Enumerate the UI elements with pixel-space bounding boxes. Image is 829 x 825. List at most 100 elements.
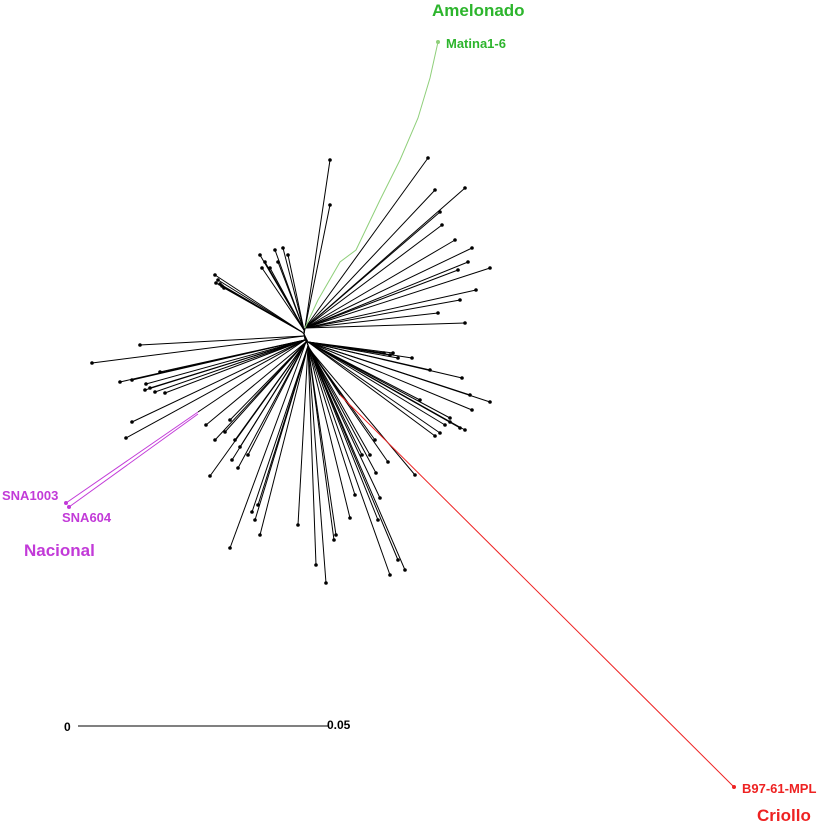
leaf-tip-54 (250, 510, 254, 514)
amelonado-branch (304, 41, 439, 329)
leaf-tip-12 (456, 268, 460, 272)
leaf-tip-37 (158, 370, 162, 374)
leaf-tip-82 (460, 376, 464, 380)
leaf-tip-9 (470, 246, 474, 250)
leaf-tip-70 (388, 573, 392, 577)
leaf-tip-57 (258, 533, 262, 537)
leaf-tip-80 (410, 356, 414, 360)
branch-10 (304, 261, 469, 329)
leaf-tip-45 (223, 430, 227, 434)
leaf-tip-46 (228, 418, 232, 422)
leaf-tip-62 (334, 533, 338, 537)
leaf-tip-15 (436, 311, 440, 315)
branch-16 (304, 322, 466, 329)
branch-32 (139, 335, 305, 346)
sna1003-leaf-label: SNA1003 (2, 488, 58, 503)
branch-23 (277, 261, 305, 331)
branch-41 (131, 339, 306, 423)
matina-leaf-label: Matina1-6 (446, 36, 506, 51)
leaf-tip-88 (438, 431, 442, 435)
branch-66 (307, 345, 371, 456)
branch-43 (205, 341, 307, 426)
leaf-tip-31 (90, 361, 94, 365)
branch-46 (229, 341, 307, 421)
leaf-tip-18 (273, 248, 277, 252)
leaf-tip-60 (324, 581, 328, 585)
branch-37 (159, 339, 306, 373)
sna604-leaf-label: SNA604 (62, 510, 112, 525)
leaf-tip-89 (433, 434, 437, 438)
scale-bar-start-label: 0 (64, 720, 71, 734)
leaf-tip-13 (474, 288, 478, 292)
leaf-tip-92 (463, 428, 467, 432)
branch-15 (304, 312, 439, 329)
branch-1 (304, 159, 331, 329)
branch-22 (269, 267, 305, 331)
leaf-tip-79 (396, 356, 400, 360)
leaf-tip-29 (214, 281, 218, 285)
nacional-leaf-tip-2 (67, 505, 71, 509)
leaf-tip-6 (438, 210, 442, 214)
branch-6 (304, 211, 441, 329)
branch-58 (297, 345, 309, 526)
leaf-tips (90, 156, 492, 585)
leaf-tip-39 (153, 390, 157, 394)
leaf-tip-2 (328, 203, 332, 207)
branch-84 (307, 341, 491, 403)
leaf-tip-77 (388, 353, 392, 357)
nacional-branch-sna1003 (65, 411, 199, 504)
branch-93 (307, 341, 421, 401)
branch-35 (145, 339, 306, 385)
branch-40 (164, 339, 306, 394)
leaf-tip-16 (463, 321, 467, 325)
scale-bar-end-label: 0.05 (327, 718, 351, 732)
leaf-tip-81 (428, 368, 432, 372)
leaf-tip-14 (458, 298, 462, 302)
leaf-tip-44 (213, 438, 217, 442)
criollo-stem (307, 345, 341, 396)
leaf-tip-78 (391, 351, 395, 355)
amelonado-leaf-tip (436, 40, 440, 44)
amelonado-stem (303, 327, 306, 335)
branch-3 (304, 157, 429, 329)
branch-82 (307, 341, 463, 379)
leaf-tip-4 (433, 188, 437, 192)
leaf-tip-75 (413, 473, 417, 477)
leaf-tip-50 (228, 546, 232, 550)
branch-4 (304, 189, 436, 329)
branch-89 (307, 341, 436, 437)
branch-45 (224, 341, 307, 433)
nacional-group-label: Nacional (24, 541, 95, 560)
leaf-tip-59 (314, 563, 318, 567)
branch-92 (307, 341, 466, 431)
leaf-tip-48 (238, 445, 242, 449)
nacional-leaf-tip-1 (64, 501, 68, 505)
leaf-tip-64 (353, 493, 357, 497)
leaf-tip-74 (386, 460, 390, 464)
leaf-tip-38 (143, 388, 147, 392)
branch-8 (304, 239, 456, 329)
leaf-tip-8 (453, 238, 457, 242)
branch-53 (247, 341, 307, 456)
branch-14 (304, 299, 461, 329)
branch-24 (261, 267, 305, 331)
branch-88 (307, 341, 441, 434)
unlabeled-branches (91, 157, 491, 584)
leaf-tip-43 (204, 423, 208, 427)
branch-68 (309, 349, 381, 499)
leaf-tip-11 (488, 266, 492, 270)
branch-90 (307, 341, 446, 426)
leaf-tip-7 (440, 223, 444, 227)
branch-50 (229, 341, 307, 549)
leaf-tip-33 (118, 380, 122, 384)
criollo-branch (339, 394, 735, 788)
leaf-tip-35 (144, 382, 148, 386)
branch-72 (309, 349, 406, 571)
branch-59 (307, 345, 317, 566)
leaf-tip-72 (403, 568, 407, 572)
branch-7 (304, 224, 443, 329)
leaf-tip-25 (213, 273, 217, 277)
amelonado-group-label: Amelonado (432, 1, 525, 20)
leaf-tip-66 (368, 453, 372, 457)
